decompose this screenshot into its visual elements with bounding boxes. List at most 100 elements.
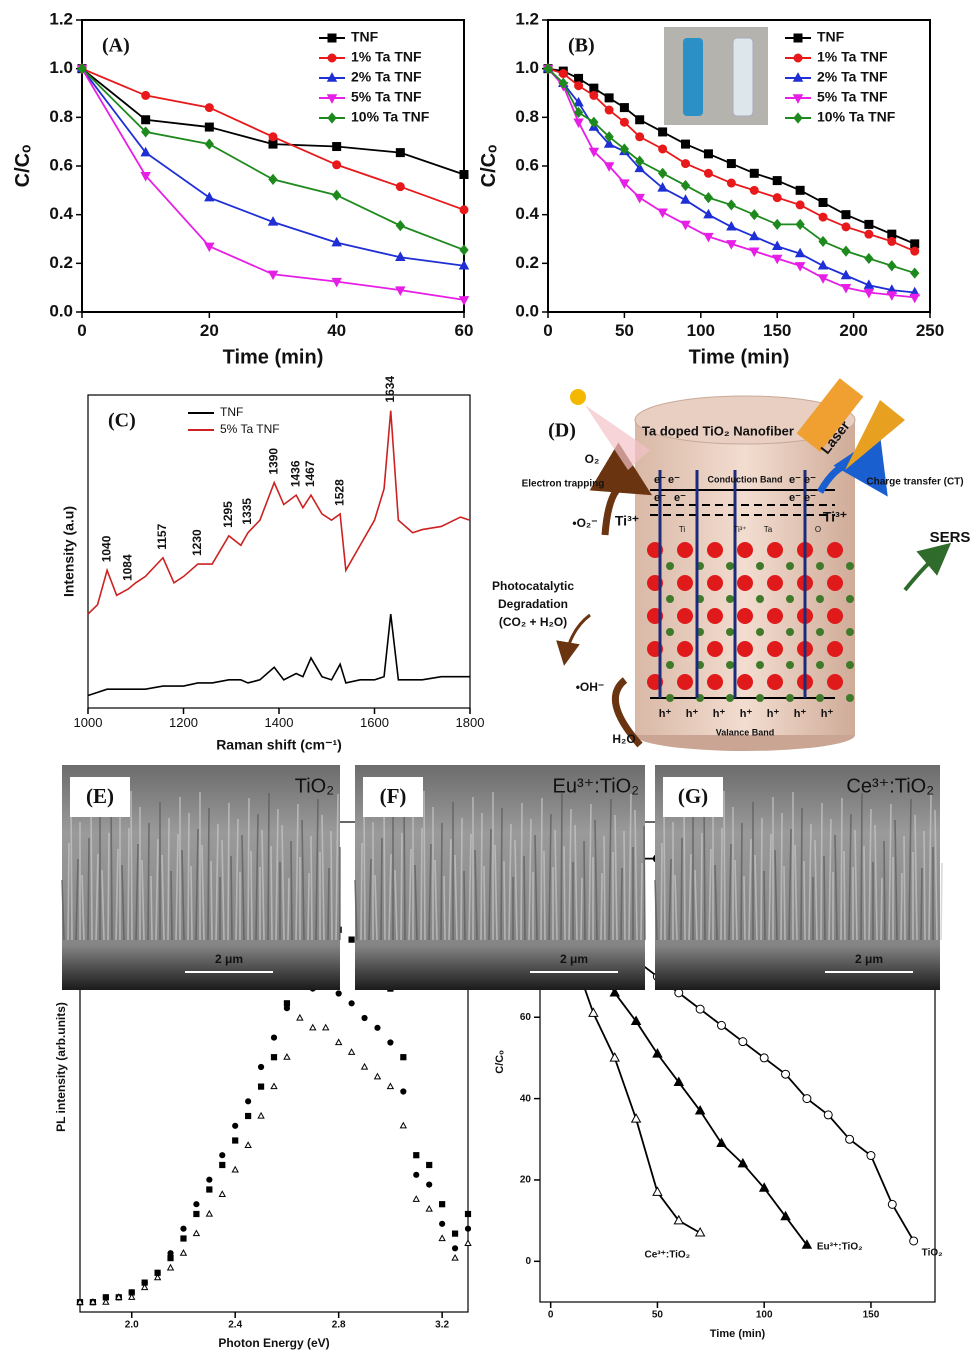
nanorod <box>380 837 383 941</box>
marker <box>395 251 406 261</box>
marker <box>348 936 355 943</box>
marker <box>866 1151 876 1161</box>
nanorod <box>700 832 703 941</box>
marker <box>327 33 337 43</box>
nanorod <box>740 822 743 941</box>
marker <box>438 1234 446 1242</box>
marker <box>347 1048 356 1055</box>
marker <box>749 247 760 258</box>
nanorod <box>307 872 310 941</box>
diagram-text: O₂ <box>585 452 600 466</box>
marker <box>426 1181 433 1188</box>
nanorod <box>267 792 270 941</box>
nanorod <box>403 795 406 941</box>
nanorod <box>190 865 193 941</box>
marker <box>204 103 214 113</box>
nanorod <box>674 874 678 941</box>
marker <box>630 1113 642 1123</box>
x-tick-label: 150 <box>763 321 791 340</box>
oxygen-atom <box>767 674 783 690</box>
nanorod <box>880 877 883 941</box>
marker <box>334 1038 343 1046</box>
nanorod <box>660 842 663 941</box>
marker <box>726 159 736 169</box>
marker <box>270 1054 278 1061</box>
oxygen-atom <box>827 542 843 558</box>
nanorod <box>663 805 666 941</box>
marker <box>726 178 736 188</box>
oxygen-atom <box>737 674 753 690</box>
marker <box>588 147 600 158</box>
marker <box>283 1005 291 1012</box>
laser-box <box>796 378 864 452</box>
ti-atom <box>666 661 674 669</box>
legend-label: 1% Ta TNF <box>817 49 888 65</box>
nanorod <box>221 839 225 941</box>
nanorod <box>780 812 783 941</box>
scale-label: 2 μm <box>560 952 588 966</box>
marker <box>361 1014 368 1022</box>
oxygen-atom <box>767 542 783 558</box>
marker <box>801 1239 813 1249</box>
x-tick-label: 2.0 <box>125 1320 139 1331</box>
nanorod <box>454 854 458 941</box>
nanorod <box>594 819 598 941</box>
y-tick-label: 0.2 <box>49 253 73 272</box>
nanorod <box>327 867 330 941</box>
marker <box>823 1110 833 1120</box>
marker <box>204 242 215 253</box>
marker <box>726 199 737 211</box>
nanorod <box>241 834 245 941</box>
nanorod <box>101 869 105 941</box>
marker <box>817 259 829 270</box>
diagram-text: SERS <box>930 529 971 546</box>
ti-atom <box>756 628 764 636</box>
marker <box>268 173 278 185</box>
x-tick-label: 50 <box>652 1310 664 1321</box>
nanorod <box>463 870 466 941</box>
ti-atom <box>786 661 794 669</box>
nanorod <box>95 853 99 941</box>
diagram-text: Valance Band <box>716 727 775 737</box>
marker <box>270 1034 278 1041</box>
marker <box>841 222 851 232</box>
marker <box>795 185 805 195</box>
nanorod <box>560 792 563 941</box>
ti-atom <box>786 628 794 636</box>
marker <box>140 1283 149 1291</box>
marker <box>703 208 714 219</box>
legend-label: 5% Ta TNF <box>817 89 888 105</box>
marker <box>726 220 737 231</box>
chart-panel: (B) 0 50 100 150 200 250 0.0 0.2 0.4 0.6 0.8 1.0 1.2 T… <box>478 9 944 368</box>
x-tick-label: 200 <box>839 321 867 340</box>
nanorod <box>67 842 70 941</box>
nanorod <box>903 835 906 941</box>
x-tick-label: 40 <box>327 321 346 340</box>
marker <box>619 179 630 189</box>
oxygen-atom <box>707 608 723 624</box>
marker <box>574 81 584 91</box>
nanorod <box>694 869 698 941</box>
marker <box>658 127 668 137</box>
oxygen-atom <box>827 674 843 690</box>
nanorod <box>580 877 583 941</box>
y-tick-label: 0 <box>525 1256 531 1267</box>
peak-label: 1040 <box>99 535 113 562</box>
marker <box>738 1037 748 1047</box>
marker <box>863 288 875 299</box>
oxygen-atom <box>767 641 783 657</box>
nanorod <box>330 830 333 941</box>
ti-atom <box>666 628 674 636</box>
marker <box>141 115 151 125</box>
x-axis-label: Raman shift (cm⁻¹) <box>216 737 342 753</box>
panel-label: (E) <box>86 784 114 808</box>
nanorod <box>460 817 463 941</box>
nanorod <box>161 854 165 941</box>
marker <box>818 235 828 248</box>
diagram-text: Ti³⁺ <box>615 513 639 529</box>
oxygen-atom <box>827 641 843 657</box>
nanorod <box>654 879 658 941</box>
oxygen-atom <box>707 542 723 558</box>
nanorod <box>155 838 159 941</box>
marker <box>793 33 803 43</box>
